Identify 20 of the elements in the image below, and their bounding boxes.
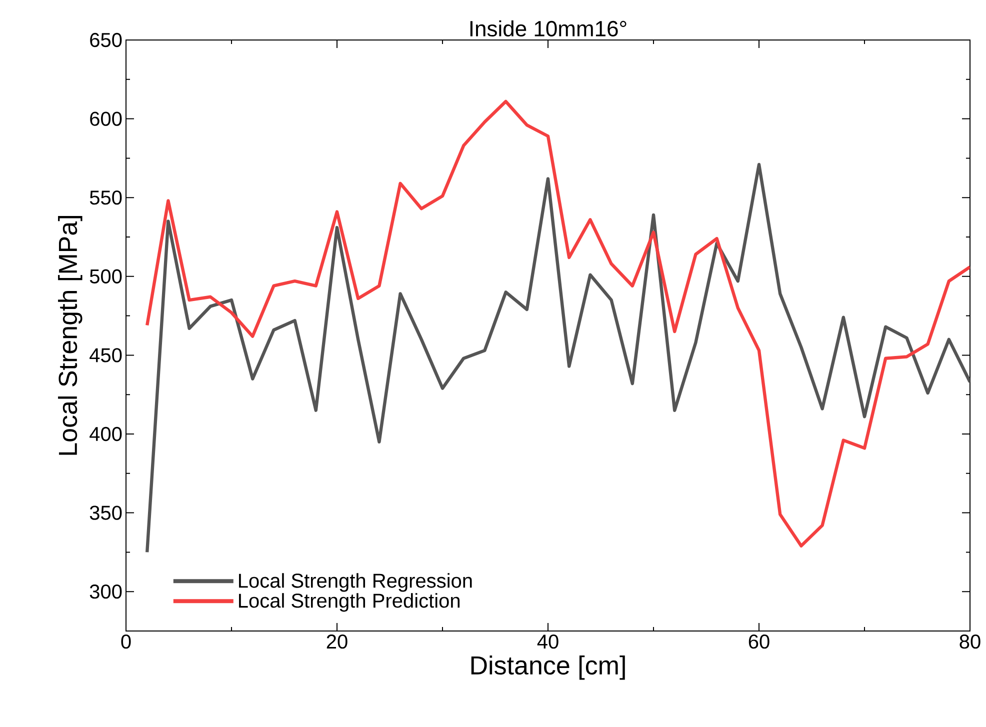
x-tick-label: 40 [537,634,558,649]
legend-label: Local Strength Prediction [239,593,460,612]
y-tick-label: 650 [90,32,122,48]
y-tick-label: 550 [90,190,122,205]
x-tick-label: 80 [960,634,980,649]
y-tick-label: 500 [90,269,122,284]
x-tick-label: 60 [748,634,770,649]
y-tick-label: 350 [90,506,122,520]
legend-label: Local Strength Regression [239,573,472,592]
x-tick-label: 20 [326,634,348,649]
x-tick-label: 0 [121,634,131,649]
y-tick-label: 300 [90,584,122,599]
y-axis-title: Local Strength [MPa] [58,216,82,455]
y-tick-label: 600 [90,112,122,126]
line-series [146,100,970,548]
chart-title: Inside 10mm16° [470,20,626,36]
x-axis-title: Distance [cm] [471,656,625,680]
y-tick-label: 450 [90,348,122,362]
y-tick-label: 400 [90,426,122,442]
line-series [146,162,970,554]
